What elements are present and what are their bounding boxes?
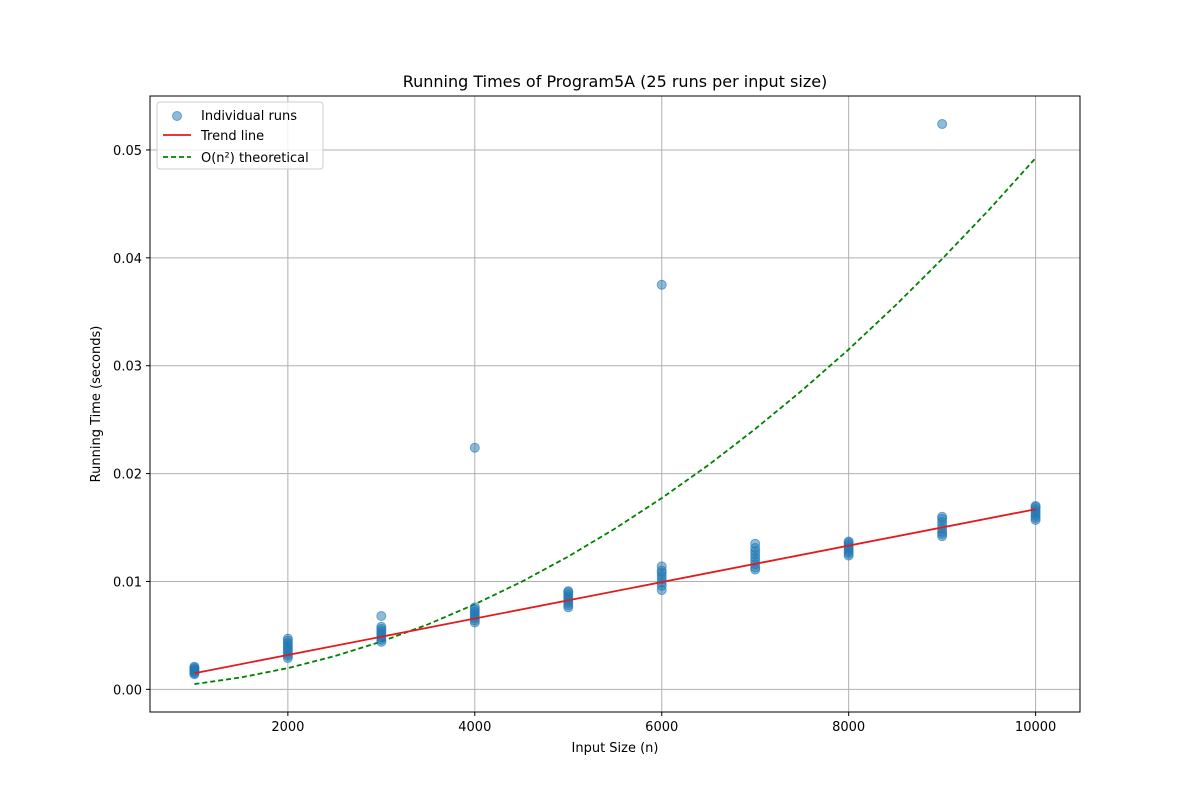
grid-lines [150,96,1080,712]
trend-line-layer [194,508,1036,675]
y-tick-label: 0.01 [113,575,142,590]
tick-marks [146,149,1037,716]
data-point [937,119,948,130]
data-point [469,602,480,613]
x-tick-label: 6000 [645,720,678,735]
data-point [656,279,667,290]
tick-labels: 2000 4000 6000 8000 10000 0.00 0.01 0.02 0.03 0.0… [113,144,1056,735]
y-tick-label: 0.04 [113,252,142,267]
data-point [282,633,293,644]
legend-label-trend-line: Trend line [200,129,264,144]
legend-marker-individual-runs [172,111,182,121]
data-point [376,610,387,621]
data-point [750,538,761,549]
x-tick-label: 2000 [271,720,304,735]
x-axis-label: Input Size (n) [572,741,659,756]
legend: Individual runs Trend line O(n²) theoret… [156,101,324,170]
legend-box [156,101,324,170]
trend-line [194,508,1036,675]
x-tick-label: 8000 [832,720,865,735]
legend-label-theoretical: O(n²) theoretical [201,151,309,166]
y-tick-label: 0.03 [113,360,142,375]
data-point [469,442,480,453]
y-tick-label: 0.02 [113,468,142,483]
y-axis-label: Running Time (seconds) [89,326,104,483]
chart-title: Running Times of Program5A (25 runs per … [403,72,828,91]
theoretical-curve [194,157,1037,685]
data-point [656,561,667,572]
theoretical-curve-layer [194,157,1037,685]
x-tick-label: 10000 [1015,720,1056,735]
legend-label-individual-runs: Individual runs [201,109,297,124]
data-point [1030,500,1041,511]
data-point [376,621,387,632]
y-tick-label: 0.00 [113,683,142,698]
data-point [189,661,200,672]
data-point [563,586,574,597]
y-tick-label: 0.05 [113,144,142,159]
data-point [937,511,948,522]
x-tick-label: 4000 [458,720,491,735]
axes-frame [149,95,1081,713]
